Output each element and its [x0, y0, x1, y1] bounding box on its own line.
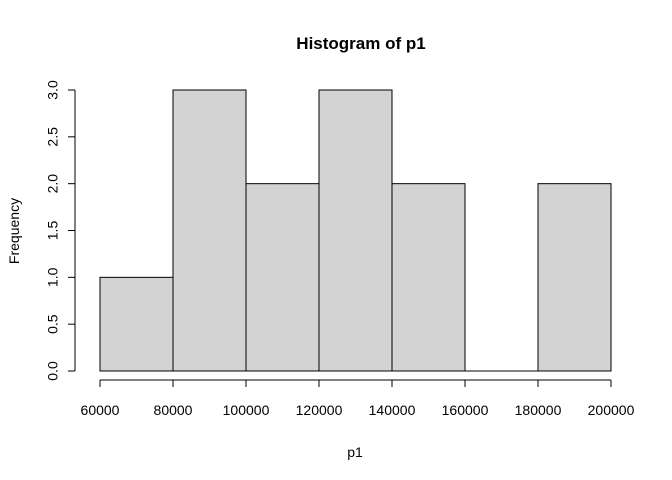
histogram-bar — [391, 183, 466, 372]
y-tick-label: 3.0 — [45, 80, 61, 100]
histogram-bar — [172, 89, 247, 372]
y-tick-label: 0.0 — [45, 361, 61, 381]
histogram-bar — [245, 183, 320, 372]
histogram-bar — [99, 276, 174, 372]
x-tick-label: 180000 — [515, 402, 562, 418]
x-axis: 60000 80000 100000 120000 140000 160000 180000… — [81, 379, 635, 418]
x-tick-label: 80000 — [154, 402, 193, 418]
x-tick-label: 60000 — [81, 402, 120, 418]
x-tick-label: 120000 — [296, 402, 343, 418]
y-tick-label: 1.0 — [45, 267, 61, 287]
x-axis-label: p1 — [347, 444, 363, 460]
x-tick-label: 140000 — [369, 402, 416, 418]
y-axis-label: Frequency — [6, 198, 22, 264]
x-tick-label: 160000 — [442, 402, 489, 418]
histogram-bar — [537, 183, 612, 372]
y-tick-label: 2.5 — [45, 127, 61, 147]
x-tick-label: 200000 — [588, 402, 635, 418]
y-tick-label: 2.0 — [45, 174, 61, 194]
y-tick-label: 0.5 — [45, 314, 61, 334]
chart-title: Histogram of p1 — [296, 34, 425, 53]
histogram-bar — [318, 89, 393, 372]
y-axis: 0.0 0.5 1.0 1.5 2.0 2.5 3.0 — [45, 80, 76, 381]
y-tick-label: 1.5 — [45, 221, 61, 241]
x-tick-label: 100000 — [223, 402, 270, 418]
bars-group — [99, 89, 612, 372]
